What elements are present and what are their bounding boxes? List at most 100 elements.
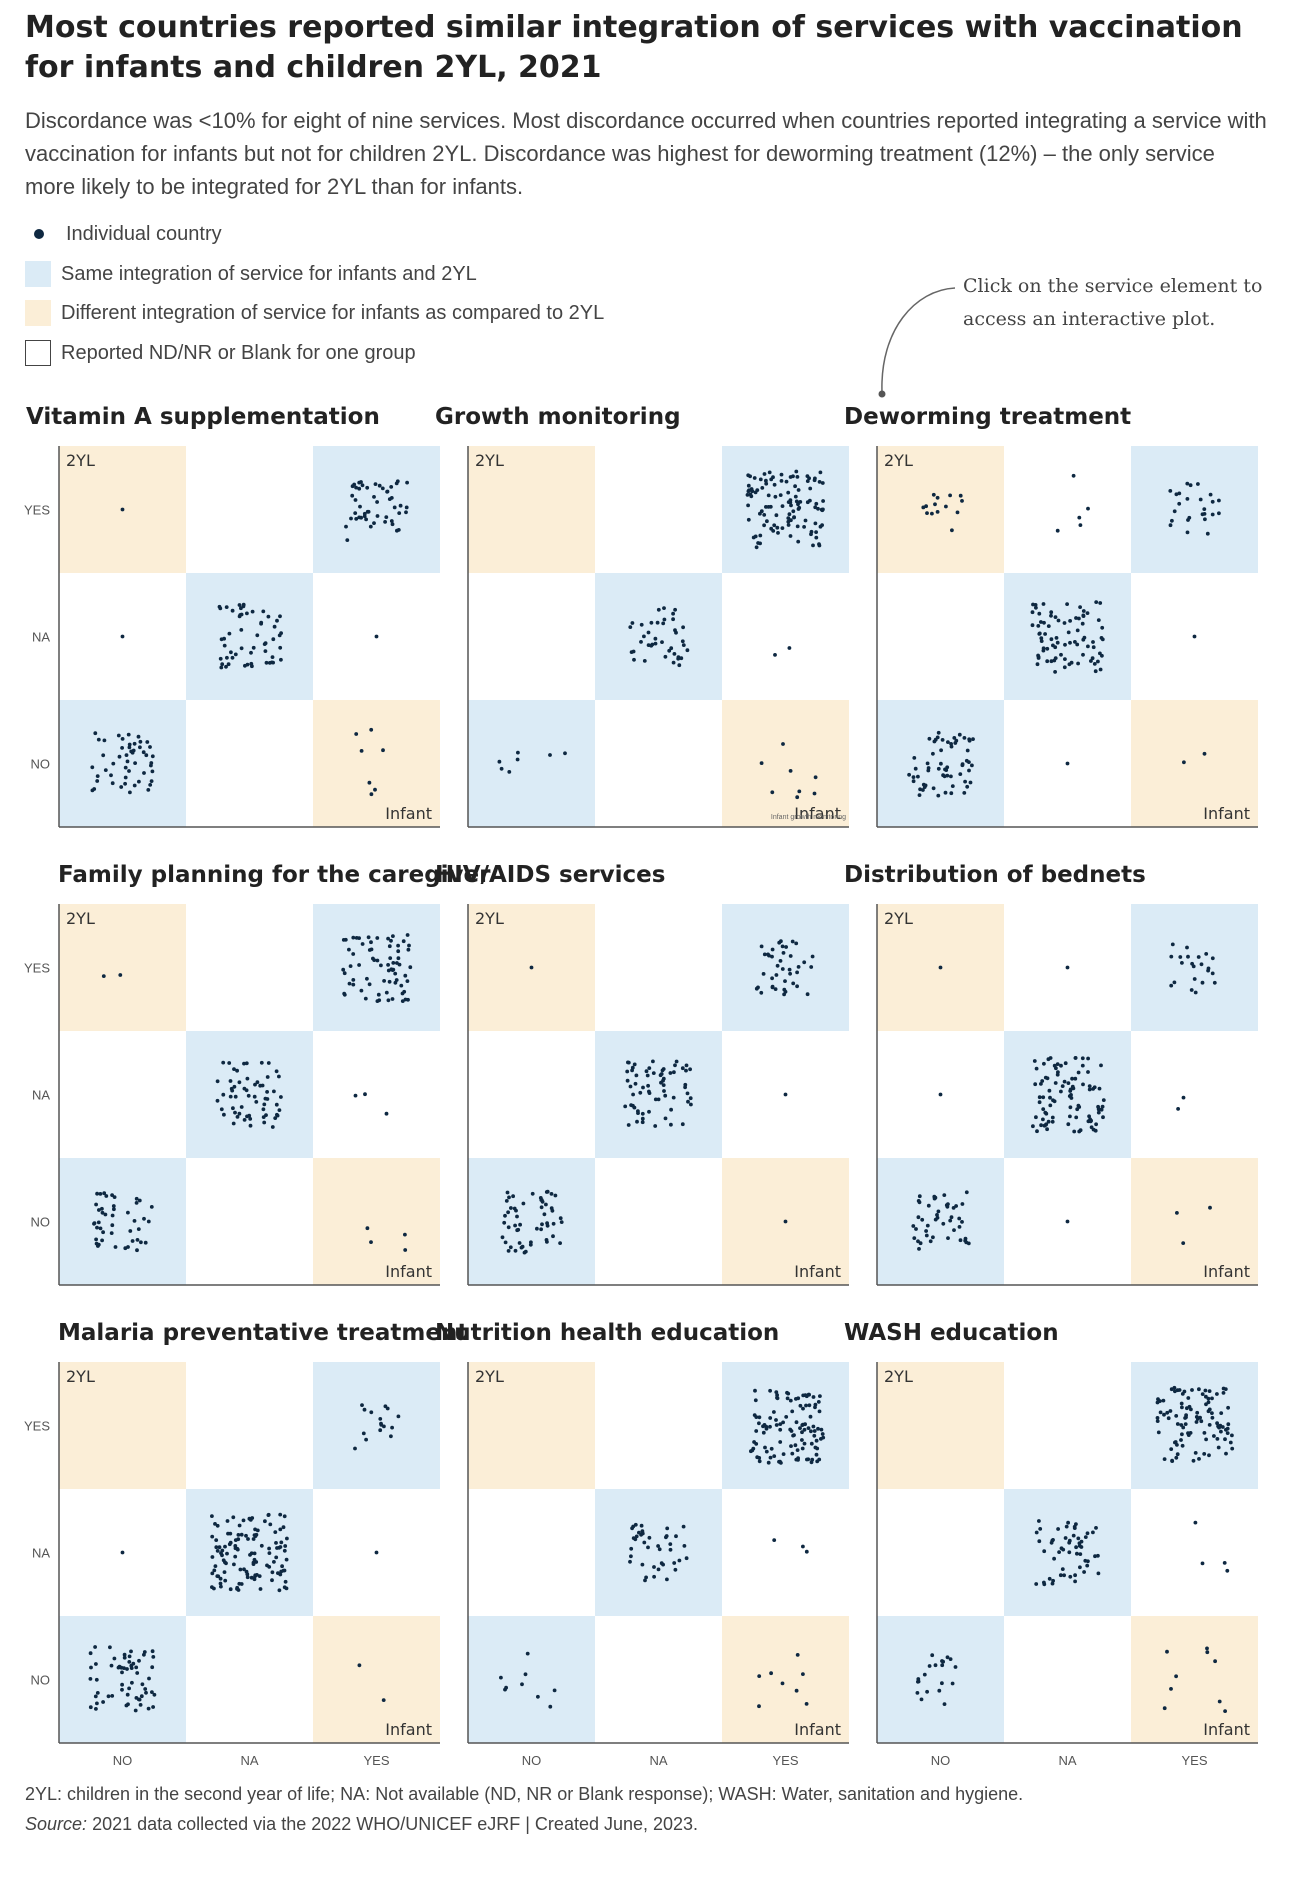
country-dot [261, 609, 266, 614]
country-dot [540, 1199, 545, 1204]
country-dot [137, 1198, 142, 1203]
y-tick-label: NA [32, 1546, 50, 1561]
country-dot [125, 759, 130, 764]
country-dot [1087, 1087, 1092, 1092]
country-dot [210, 1555, 215, 1559]
country-dot [1050, 1581, 1055, 1586]
country-dot [1200, 1392, 1205, 1396]
country-dot [127, 769, 131, 773]
cell-yes-no [1131, 700, 1258, 827]
country-dot [378, 1428, 383, 1433]
country-dot [626, 1060, 631, 1065]
country-dot [930, 1653, 935, 1658]
country-dot [372, 495, 376, 499]
country-dot [946, 1236, 950, 1240]
country-dot [218, 656, 223, 661]
country-dot [239, 1532, 244, 1537]
country-dot [803, 1422, 807, 1427]
country-dot [1063, 1061, 1068, 1066]
country-dot [407, 943, 411, 948]
country-dot [1059, 1546, 1064, 1551]
country-dot [761, 1430, 766, 1435]
country-dot [681, 625, 685, 630]
country-dot [233, 652, 238, 657]
panel-title-distribution-of-bednets: Distribution of bednets [844, 862, 1146, 888]
country-dot [784, 945, 788, 949]
country-dot [279, 1540, 284, 1545]
country-dot [359, 749, 364, 753]
country-dot [793, 484, 797, 489]
country-dot [1085, 1563, 1090, 1568]
country-dot [814, 501, 819, 506]
country-dot [134, 1196, 139, 1201]
country-dot [1221, 1391, 1226, 1395]
country-dot [151, 1655, 156, 1659]
country-dot [782, 992, 786, 997]
country-dot [757, 1704, 761, 1709]
country-dot [104, 1194, 109, 1198]
cell-no-yes [877, 446, 1004, 573]
country-dot [1076, 1536, 1081, 1541]
country-dot [507, 1195, 511, 1200]
country-dot [646, 1083, 650, 1088]
country-dot [1087, 1084, 1092, 1088]
country-dot [548, 1704, 553, 1709]
country-dot [505, 1190, 510, 1195]
country-dot [1188, 1431, 1193, 1435]
country-dot [391, 967, 396, 972]
country-dot [786, 516, 791, 520]
country-dot [746, 489, 751, 494]
country-dot [270, 655, 275, 659]
country-dot [1034, 1115, 1038, 1120]
country-dot [233, 1538, 238, 1542]
country-dot [252, 1551, 257, 1556]
country-dot [669, 1107, 673, 1112]
country-dot [775, 1393, 779, 1397]
country-dot [638, 1090, 643, 1095]
country-dot [1225, 1431, 1230, 1435]
panel-title-vitamin-a-supplementation: Vitamin A supplementation [26, 404, 380, 430]
country-dot [518, 1222, 522, 1227]
country-dot [633, 1081, 638, 1086]
country-dot [1177, 1388, 1182, 1392]
country-dot [672, 1070, 676, 1075]
country-dot [126, 1245, 130, 1249]
country-dot [630, 1526, 634, 1531]
country-dot [1207, 1453, 1211, 1458]
country-dot [261, 1107, 266, 1112]
country-dot [1186, 1396, 1191, 1400]
country-dot [130, 1680, 134, 1685]
country-dot [264, 1113, 268, 1117]
country-dot [503, 1213, 507, 1218]
country-dot [365, 1226, 370, 1231]
country-dot [274, 1555, 279, 1560]
country-dot [662, 606, 666, 610]
country-dot [787, 646, 792, 650]
country-dot [754, 1415, 759, 1419]
country-dot [374, 634, 379, 639]
country-dot [1073, 1573, 1077, 1578]
country-dot [551, 1234, 555, 1239]
country-dot [1039, 620, 1043, 624]
country-dot [928, 1239, 933, 1244]
chart-subtitle: Discordance was <10% for eight of nine s… [25, 108, 1267, 199]
country-dot [793, 494, 798, 499]
country-dot [100, 1238, 104, 1243]
country-dot [108, 1645, 112, 1650]
country-dot [935, 735, 940, 740]
country-dot [1060, 1567, 1065, 1571]
country-dot [266, 1061, 271, 1065]
country-dot [1066, 630, 1071, 635]
cell-no-no [877, 1158, 1004, 1285]
country-dot [950, 784, 955, 788]
country-dot [348, 964, 353, 968]
country-dot [517, 1241, 522, 1245]
country-dot [1220, 1425, 1225, 1429]
country-dot [118, 973, 123, 977]
country-dot [263, 649, 268, 653]
country-dot [919, 1697, 924, 1702]
country-dot [237, 1111, 242, 1116]
country-dot [272, 624, 277, 629]
country-dot [563, 751, 567, 756]
country-dot [263, 1519, 267, 1524]
